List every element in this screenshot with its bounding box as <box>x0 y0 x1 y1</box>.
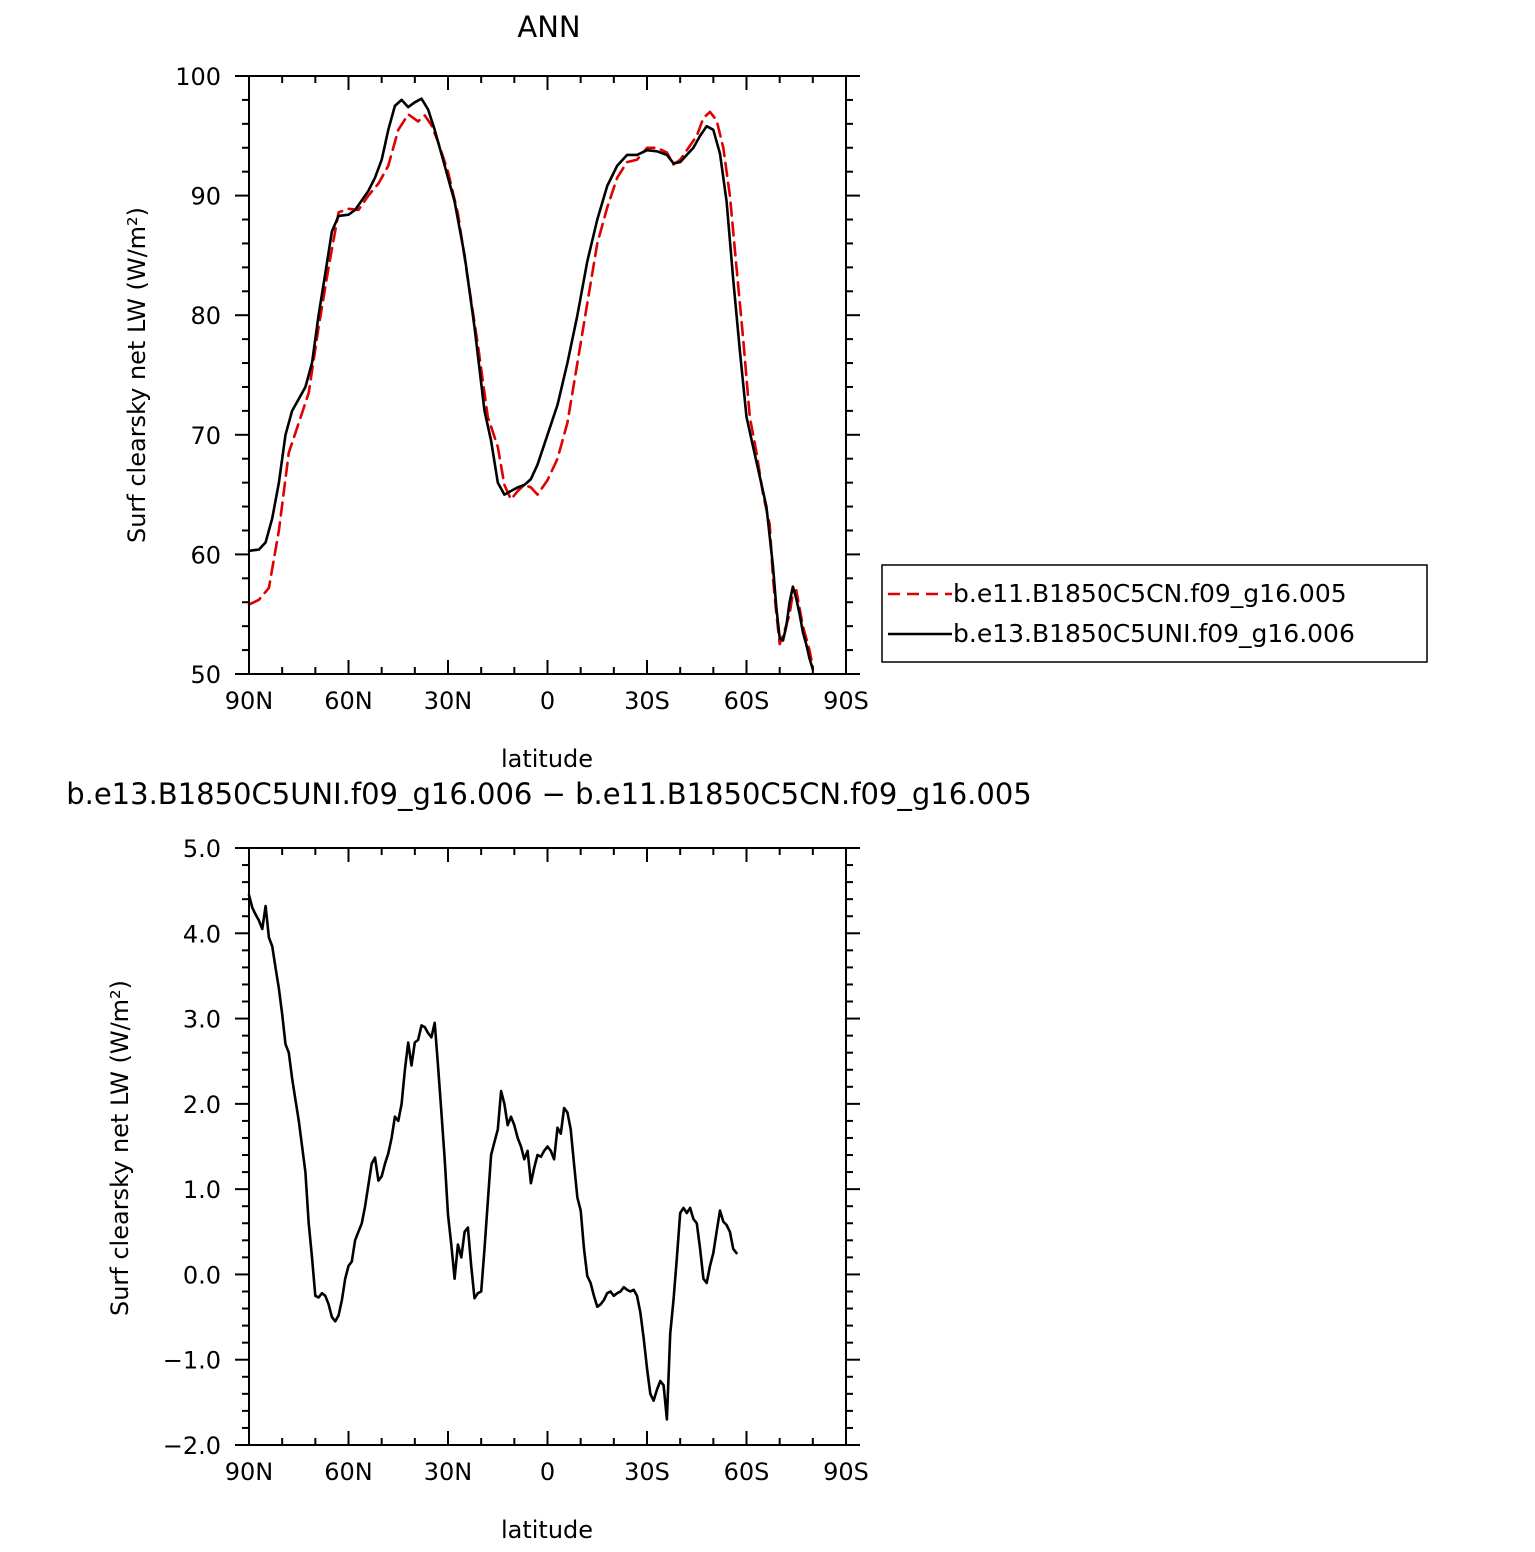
y-tick-label: 90 <box>190 183 221 211</box>
series-line-1 <box>247 893 738 1421</box>
y-tick-label: 4.0 <box>183 920 221 948</box>
bottom-chart-title: b.e13.B1850C5UNI.f09_g16.006 − b.e11.B18… <box>66 777 1032 811</box>
bottom-chart-ylabel: Surf clearsky net LW (W/m²) <box>106 980 134 1316</box>
y-tick-label: 2.0 <box>183 1091 221 1119</box>
x-tick-label: 30N <box>424 687 473 715</box>
x-tick-label: 60S <box>724 687 770 715</box>
bottom-chart-panel: b.e13.B1850C5UNI.f09_g16.006 − b.e11.B18… <box>66 777 1032 1544</box>
y-tick-label: 70 <box>190 422 221 450</box>
y-tick-label: 0.0 <box>183 1261 221 1289</box>
x-tick-label: 60N <box>324 1458 373 1486</box>
x-tick-label: 60N <box>324 687 373 715</box>
y-tick-label: 3.0 <box>183 1006 221 1034</box>
x-tick-label: 0 <box>540 687 555 715</box>
legend-entry-1: b.e11.B1850C5CN.f09_g16.005 <box>953 579 1347 608</box>
y-tick-label: 80 <box>190 302 221 330</box>
series-line-2 <box>247 97 815 671</box>
y-tick-label: 100 <box>175 63 221 91</box>
top-chart-panel: ANN 90N 60N 30N 0 30S 60S 90S 50 60 70 80 90 100 lat… <box>123 10 869 773</box>
x-tick-label: 90N <box>225 687 274 715</box>
y-tick-label: 60 <box>190 541 221 569</box>
x-tick-label: 30S <box>624 1458 670 1486</box>
series-line-1 <box>247 110 815 669</box>
x-tick-label: 90S <box>823 687 869 715</box>
x-tick-label: 30S <box>624 687 670 715</box>
x-tick-label: 0 <box>540 1458 555 1486</box>
y-tick-label: −1.0 <box>163 1347 221 1375</box>
top-chart-xlabel: latitude <box>501 745 593 773</box>
x-tick-label: 60S <box>724 1458 770 1486</box>
top-chart-series <box>247 97 815 671</box>
legend: b.e11.B1850C5CN.f09_g16.005 b.e13.B1850C… <box>881 564 1428 663</box>
bottom-chart-series <box>247 893 738 1421</box>
y-tick-label: 1.0 <box>183 1176 221 1204</box>
top-chart-title: ANN <box>517 10 580 44</box>
top-chart-ylabel: Surf clearsky net LW (W/m²) <box>123 207 151 543</box>
bottom-chart-axes: 90N 60N 30N 0 30S 60S 90S −2.0 −1.0 0.0 1.0 2.0 3.0 4… <box>163 835 869 1486</box>
top-chart-frame <box>248 75 847 675</box>
x-tick-label: 90S <box>823 1458 869 1486</box>
x-tick-label: 30N <box>424 1458 473 1486</box>
y-tick-label: −2.0 <box>163 1432 221 1460</box>
y-tick-label: 5.0 <box>183 835 221 863</box>
legend-box <box>881 564 1428 663</box>
legend-entry-2: b.e13.B1850C5UNI.f09_g16.006 <box>953 619 1355 648</box>
bottom-chart-frame <box>248 847 847 1446</box>
x-tick-label: 90N <box>225 1458 274 1486</box>
top-chart-axes: 90N 60N 30N 0 30S 60S 90S 50 60 70 80 90 100 <box>175 63 869 715</box>
bottom-chart-xlabel: latitude <box>501 1516 593 1544</box>
y-tick-label: 50 <box>190 661 221 689</box>
